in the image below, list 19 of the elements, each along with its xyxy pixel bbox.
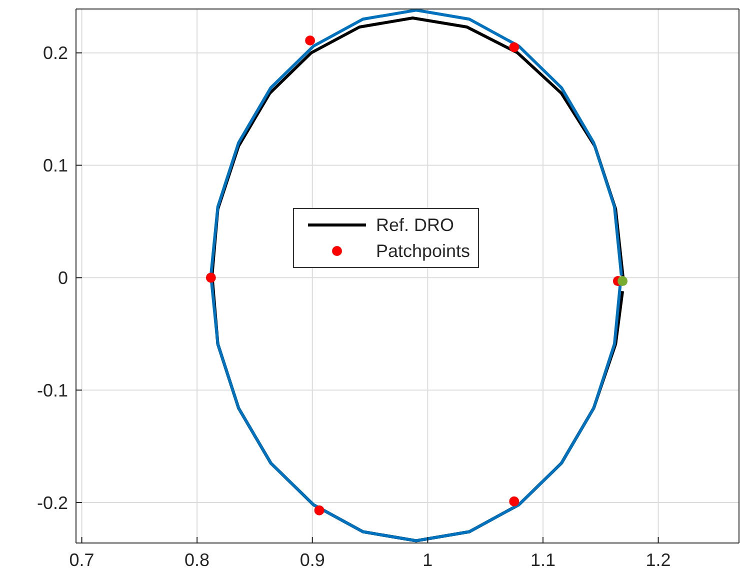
point bbox=[509, 496, 520, 506]
point bbox=[305, 35, 316, 46]
x-tick-label: 0.8 bbox=[184, 550, 210, 570]
x-tick-label: 1.2 bbox=[646, 550, 671, 570]
x-tick-label: 0.7 bbox=[69, 550, 94, 570]
y-tick-label: 0.2 bbox=[42, 43, 68, 64]
x-tick-label: 0.9 bbox=[300, 550, 325, 570]
legend-label: Ref. DRO bbox=[376, 214, 454, 236]
point bbox=[509, 42, 520, 52]
point bbox=[618, 276, 628, 286]
y-tick-label: -0.1 bbox=[36, 380, 68, 400]
y-tick-label: -0.2 bbox=[36, 492, 68, 513]
legend-label: Patchpoints bbox=[376, 240, 470, 262]
y-tick-label: 0 bbox=[58, 268, 68, 288]
point bbox=[314, 505, 324, 516]
x-tick-label: 1.1 bbox=[530, 550, 556, 570]
x-tick-label: 1 bbox=[422, 550, 433, 570]
y-tick-label: 0.1 bbox=[42, 156, 68, 176]
point bbox=[206, 272, 216, 283]
